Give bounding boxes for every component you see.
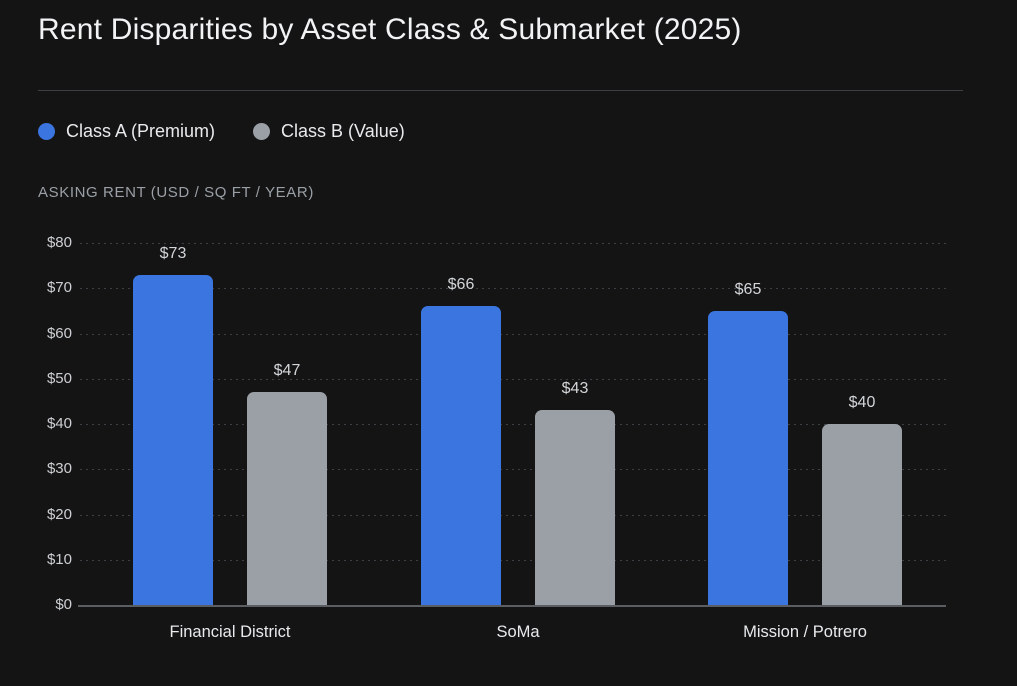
legend-label-class-b: Class B (Value) xyxy=(281,120,405,141)
legend-dot-class-b-icon xyxy=(253,122,271,140)
bar-value-class-a-premium-mission-potrero: $65 xyxy=(734,280,762,298)
legend-item-class-b: Class B (Value) xyxy=(253,120,405,142)
gridline-70 xyxy=(80,288,946,290)
gridline-20 xyxy=(80,514,946,516)
gridline-80 xyxy=(80,243,946,244)
y-tick-label-60: $60 xyxy=(46,324,72,342)
legend-item-class-a: Class A (Premium) xyxy=(38,120,215,142)
x-axis-baseline xyxy=(78,604,946,607)
bar-class-b-value-soma xyxy=(535,410,615,605)
y-tick-label-70: $70 xyxy=(46,279,72,297)
bar-value-class-b-value-soma: $43 xyxy=(561,380,589,398)
bar-value-class-b-value-mission-potrero: $40 xyxy=(848,394,876,411)
y-tick-label-10: $10 xyxy=(46,550,72,568)
gridline-60 xyxy=(80,333,946,335)
x-axis-label-mission-potrero: Mission / Potrero xyxy=(743,623,867,641)
y-tick-label-50: $50 xyxy=(46,369,72,387)
x-axis-label-soma: SoMa xyxy=(496,623,540,641)
gridline-40 xyxy=(80,424,946,425)
x-axis-label-financial-district: Financial District xyxy=(169,623,291,641)
title-divider xyxy=(38,90,963,91)
y-tick-label-80: $80 xyxy=(46,234,72,251)
legend-label-class-a: Class A (Premium) xyxy=(66,120,216,141)
bar-value-class-a-premium-financial-district: $73 xyxy=(159,244,187,262)
gridline-30 xyxy=(80,469,946,471)
legend-dot-class-a-icon xyxy=(38,122,55,140)
bar-class-a-premium-financial-district xyxy=(133,274,213,605)
bar-class-a-premium-soma xyxy=(421,306,501,605)
bar-class-b-value-mission-potrero xyxy=(822,424,902,605)
chart-title: Rent Disparities by Asset Class & Submar… xyxy=(38,13,742,46)
y-tick-label-20: $20 xyxy=(46,505,72,523)
legend: Class A (Premium) Class B (Value) xyxy=(38,120,405,142)
gridline-10 xyxy=(80,559,946,561)
y-tick-label-30: $30 xyxy=(46,460,72,478)
bar-class-a-premium-mission-potrero xyxy=(708,310,788,605)
bar-value-class-a-premium-soma: $66 xyxy=(447,276,475,294)
bar-value-class-b-value-financial-district: $47 xyxy=(273,362,301,380)
bar-class-b-value-financial-district xyxy=(247,392,327,605)
gridline-50 xyxy=(80,378,946,380)
y-tick-label-0: $0 xyxy=(55,596,72,613)
y-tick-label-40: $40 xyxy=(46,415,72,432)
y-axis-title: ASKING RENT (USD / SQ FT / YEAR) xyxy=(38,184,314,201)
